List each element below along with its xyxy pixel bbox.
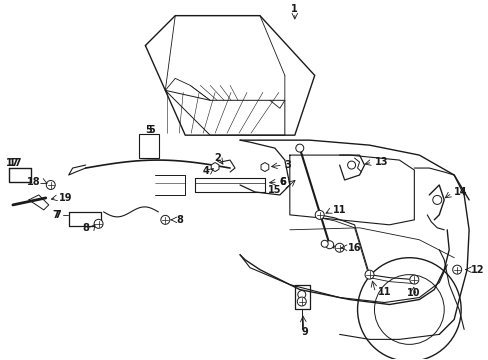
Circle shape (357, 258, 460, 360)
Text: 6: 6 (279, 177, 286, 187)
Text: 4: 4 (203, 166, 209, 176)
Text: 2: 2 (214, 153, 221, 163)
Circle shape (347, 161, 355, 169)
Text: 9: 9 (301, 327, 307, 337)
Text: 1: 1 (291, 4, 298, 14)
Circle shape (321, 240, 327, 247)
Circle shape (295, 144, 303, 152)
Circle shape (94, 219, 103, 228)
Text: 17: 17 (9, 158, 22, 168)
Circle shape (161, 215, 169, 224)
Polygon shape (261, 163, 268, 171)
Circle shape (374, 275, 443, 345)
Circle shape (46, 180, 55, 189)
Text: 5: 5 (145, 125, 151, 135)
Circle shape (409, 275, 418, 284)
Text: 10: 10 (406, 288, 419, 298)
Text: 19: 19 (59, 193, 72, 203)
Circle shape (315, 210, 324, 219)
Circle shape (334, 243, 344, 252)
Text: 16: 16 (347, 243, 360, 253)
Text: 17: 17 (6, 158, 20, 168)
Circle shape (325, 241, 333, 249)
Text: 11: 11 (377, 287, 390, 297)
Circle shape (432, 195, 441, 204)
Circle shape (297, 297, 305, 306)
Text: 15: 15 (268, 185, 281, 195)
Text: 14: 14 (453, 187, 467, 197)
Text: 3: 3 (285, 160, 291, 170)
Text: 12: 12 (470, 265, 484, 275)
Text: 8: 8 (176, 215, 183, 225)
Circle shape (297, 291, 305, 298)
Text: 13: 13 (374, 157, 387, 167)
Circle shape (364, 270, 373, 279)
Text: 5: 5 (148, 125, 154, 135)
Text: 18: 18 (27, 177, 41, 187)
Text: 7: 7 (52, 210, 59, 220)
Text: 6: 6 (279, 177, 286, 187)
Polygon shape (211, 163, 219, 171)
Text: 7: 7 (54, 210, 61, 220)
FancyBboxPatch shape (139, 134, 159, 158)
Text: 11: 11 (332, 205, 346, 215)
Circle shape (452, 265, 461, 274)
Text: 8: 8 (82, 223, 89, 233)
